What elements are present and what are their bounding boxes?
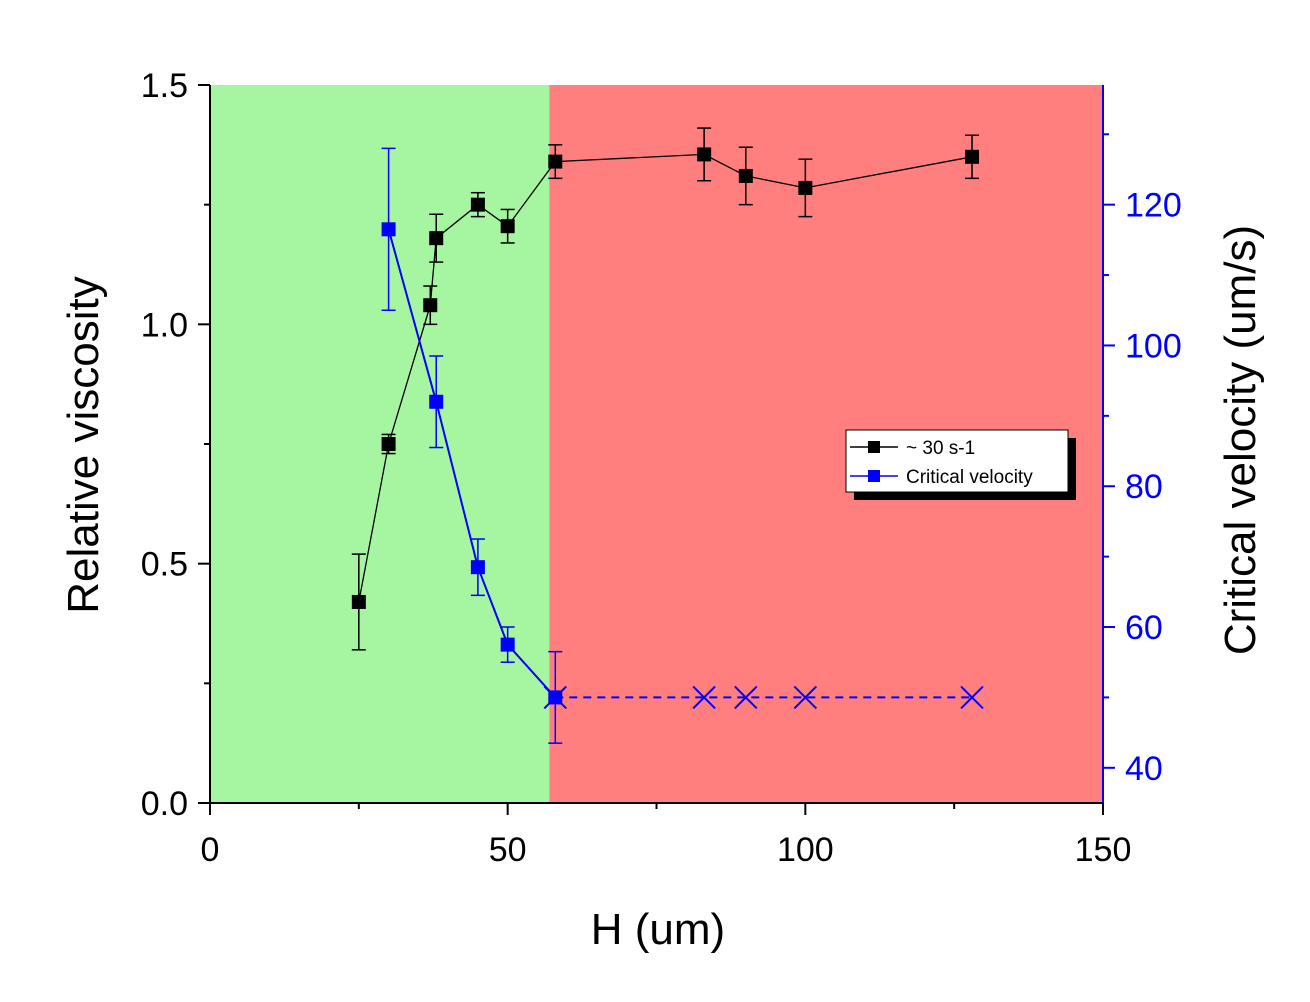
data-point <box>381 222 396 237</box>
data-point <box>500 219 515 234</box>
data-point <box>429 231 444 246</box>
data-point <box>548 154 563 169</box>
cross-marker <box>692 685 716 710</box>
x-tick-label: 100 <box>777 831 834 869</box>
series-layer <box>351 127 984 744</box>
y2-tick-label: 80 <box>1125 468 1163 506</box>
data-point <box>738 168 753 183</box>
axes: 0 50 100 150 0.0 0.5 1.0 1.5 40 60 80 100 120 <box>141 67 1182 869</box>
data-point <box>381 437 396 451</box>
data-point <box>798 180 813 195</box>
legend-marker <box>868 441 880 453</box>
data-point <box>470 197 485 212</box>
series-2 <box>543 685 984 710</box>
data-point <box>697 147 712 162</box>
x-tick-label: 50 <box>489 831 527 869</box>
y-axis-title: Relative viscosity <box>59 276 108 613</box>
y2-tick-label: 120 <box>1125 187 1182 225</box>
cross-marker <box>543 685 568 710</box>
x-tick-label: 0 <box>201 831 220 869</box>
y-tick-label: 1.0 <box>141 306 188 344</box>
data-point <box>470 560 485 575</box>
y-tick-label: 0.0 <box>141 785 188 823</box>
y2-tick-label: 40 <box>1125 750 1163 788</box>
y2-axis-title: Critical velocity (um/s) <box>1216 225 1265 655</box>
legend-label: ~ 30 s-1 <box>906 438 975 459</box>
legend: ~ 30 s-1 Critical velocity <box>845 429 1076 500</box>
cross-marker <box>734 685 758 710</box>
series-0 <box>351 127 980 651</box>
data-point <box>965 149 980 164</box>
y2-tick-label: 60 <box>1125 609 1163 647</box>
data-point <box>429 394 444 409</box>
cross-marker <box>793 685 818 710</box>
region-0 <box>210 85 550 803</box>
y2-tick-label: 100 <box>1125 327 1182 365</box>
legend-label: Critical velocity <box>906 467 1033 488</box>
y-tick-label: 1.5 <box>141 67 188 105</box>
data-point <box>423 298 438 313</box>
cross-marker <box>960 685 984 710</box>
data-point <box>351 594 366 609</box>
x-axis-title: H (um) <box>591 905 725 954</box>
x-tick-label: 150 <box>1075 831 1132 869</box>
data-point <box>500 637 515 652</box>
legend-marker <box>868 470 880 482</box>
legend-box <box>845 429 1069 493</box>
y-tick-label: 0.5 <box>141 546 188 584</box>
